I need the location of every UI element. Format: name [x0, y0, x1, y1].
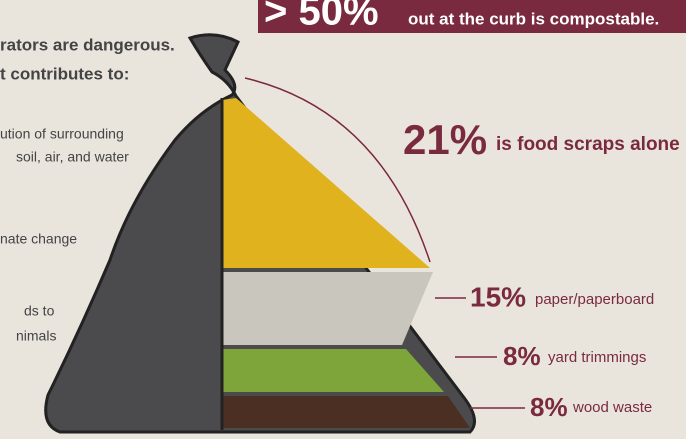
left-heading: t contributes to: [0, 64, 129, 83]
left-item: nate change [0, 231, 77, 247]
banner [258, 0, 686, 33]
left-item: ds to [24, 303, 55, 319]
callout-label: paper/paperboard [535, 291, 654, 308]
callout-label: wood waste [572, 399, 652, 416]
left-heading: rators are dangerous. [0, 35, 175, 54]
callout-label: yard trimmings [548, 349, 646, 366]
callout-percent: 8% [530, 392, 568, 422]
callout-percent: 15% [470, 281, 526, 312]
trash-bag [44, 33, 476, 434]
bracket [244, 77, 431, 263]
left-item: ution of surrounding [0, 126, 124, 142]
callout-percent: 21% [403, 116, 487, 163]
left-item: soil, air, and water [16, 149, 129, 165]
callout-percent: 8% [503, 341, 541, 371]
banner-big: > 50% [264, 0, 379, 34]
left-item: nimals [16, 328, 56, 344]
callout-label: is food scraps alone [496, 134, 680, 155]
banner-text: out at the curb is compostable. [408, 9, 659, 28]
